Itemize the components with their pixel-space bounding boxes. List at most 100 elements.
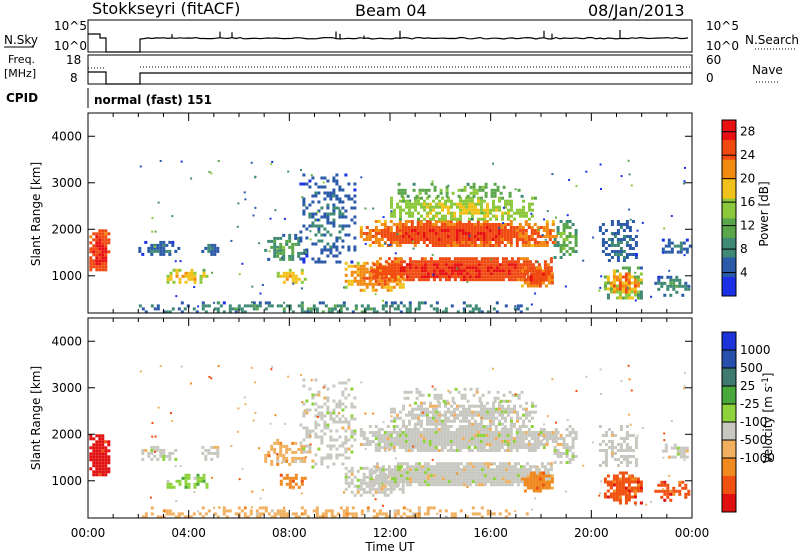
heatmap-cell [461, 434, 465, 437]
heatmap-cell [258, 512, 262, 516]
heatmap-cell [444, 217, 447, 221]
heatmap-cell [619, 238, 623, 241]
heatmap-cell [599, 286, 602, 289]
heatmap-cell [483, 465, 487, 469]
heatmap-cell [480, 474, 484, 478]
heatmap-cell [633, 287, 637, 291]
heatmap-cell [288, 254, 292, 258]
heatmap-cell [432, 273, 435, 276]
heatmap-cell [513, 462, 517, 466]
heatmap-cell [526, 474, 530, 478]
heatmap-cell [368, 431, 372, 434]
heatmap-cell [377, 440, 381, 443]
heatmap-cell [604, 443, 608, 446]
heatmap-cell [395, 235, 399, 238]
heatmap-cell [472, 191, 476, 195]
heatmap-cell [305, 182, 309, 186]
heatmap-cell [213, 301, 215, 304]
heatmap-cell [491, 446, 495, 449]
heatmap-cell [435, 474, 439, 478]
heatmap-cell [603, 495, 607, 499]
heatmap-cell [565, 434, 569, 437]
heatmap-cell [314, 423, 318, 427]
heatmap-cell [360, 381, 363, 384]
heatmap-cell [104, 268, 108, 272]
heatmap-cell [208, 170, 211, 173]
heatmap-cell [389, 481, 393, 485]
heatmap-cell [546, 263, 550, 267]
heatmap-cell [380, 484, 384, 488]
heatmap-cell [276, 251, 280, 255]
heatmap-cell [450, 480, 454, 484]
heatmap-cell [414, 416, 417, 420]
heatmap-cell [326, 408, 330, 412]
heatmap-cell [344, 194, 348, 198]
heatmap-cell [442, 399, 446, 403]
noise-tick-high-left: 10^5 [54, 19, 87, 33]
heatmap-cell [612, 281, 616, 285]
heatmap-cell [341, 441, 345, 445]
heatmap-cell [427, 393, 431, 397]
heatmap-cell [384, 266, 388, 270]
heatmap-cell [459, 413, 462, 417]
heatmap-cell [320, 441, 324, 445]
heatmap-cell [359, 478, 363, 482]
heatmap-cell [392, 285, 396, 289]
heatmap-cell [628, 253, 632, 256]
heatmap-cell [404, 437, 408, 440]
heatmap-cell [197, 305, 200, 308]
heatmap-cell [503, 235, 507, 238]
heatmap-cell [362, 431, 366, 434]
heatmap-cell [335, 182, 339, 186]
heatmap-cell [624, 492, 628, 496]
heatmap-cell [165, 243, 169, 247]
heatmap-cell [456, 407, 459, 411]
heatmap-cell [261, 506, 265, 510]
y-tick-label: 4000 [51, 129, 82, 143]
heatmap-cell [500, 428, 504, 431]
heatmap-cell [429, 471, 433, 475]
heatmap-cell [434, 425, 438, 428]
heatmap-cell [323, 233, 327, 237]
heatmap-cell [481, 393, 485, 397]
heatmap-cell [288, 479, 292, 483]
heatmap-cell [465, 211, 468, 215]
heatmap-cell [601, 461, 605, 464]
heatmap-cell [216, 246, 220, 250]
heatmap-cell [673, 443, 677, 447]
heatmap-cell [386, 229, 390, 232]
heatmap-cell [107, 232, 111, 236]
heatmap-cell [311, 402, 315, 406]
heatmap-cell [415, 390, 419, 394]
heatmap-cell [546, 477, 550, 481]
heatmap-cell [432, 205, 435, 209]
heatmap-cell [344, 472, 348, 476]
heatmap-cell [462, 419, 465, 423]
heatmap-cell [562, 437, 566, 440]
heatmap-cell [404, 431, 408, 434]
heatmap-cell [95, 256, 99, 260]
heatmap-cell [304, 251, 307, 254]
heatmap-cell [462, 310, 466, 314]
heatmap-cell [639, 293, 643, 297]
heatmap-cell [480, 468, 484, 472]
heatmap-cell [524, 223, 528, 226]
heatmap-cell [280, 256, 283, 259]
heatmap-cell [98, 473, 102, 477]
heatmap-cell [395, 431, 399, 434]
heatmap-cell [95, 452, 99, 456]
heatmap-cell [610, 223, 614, 226]
heatmap-cell [408, 474, 412, 478]
heatmap-cell [453, 214, 456, 218]
heatmap-cell [408, 307, 412, 311]
heatmap-cell [345, 512, 349, 516]
heatmap-cell [456, 474, 460, 478]
heatmap-cell [351, 506, 355, 510]
heatmap-cell [522, 205, 525, 209]
heatmap-cell [398, 238, 402, 241]
heatmap-cell [267, 257, 271, 261]
heatmap-cell [199, 277, 203, 281]
heatmap-cell [494, 238, 498, 241]
power-colorbar-tick-label: 20 [740, 172, 755, 186]
heatmap-cell [452, 440, 456, 443]
